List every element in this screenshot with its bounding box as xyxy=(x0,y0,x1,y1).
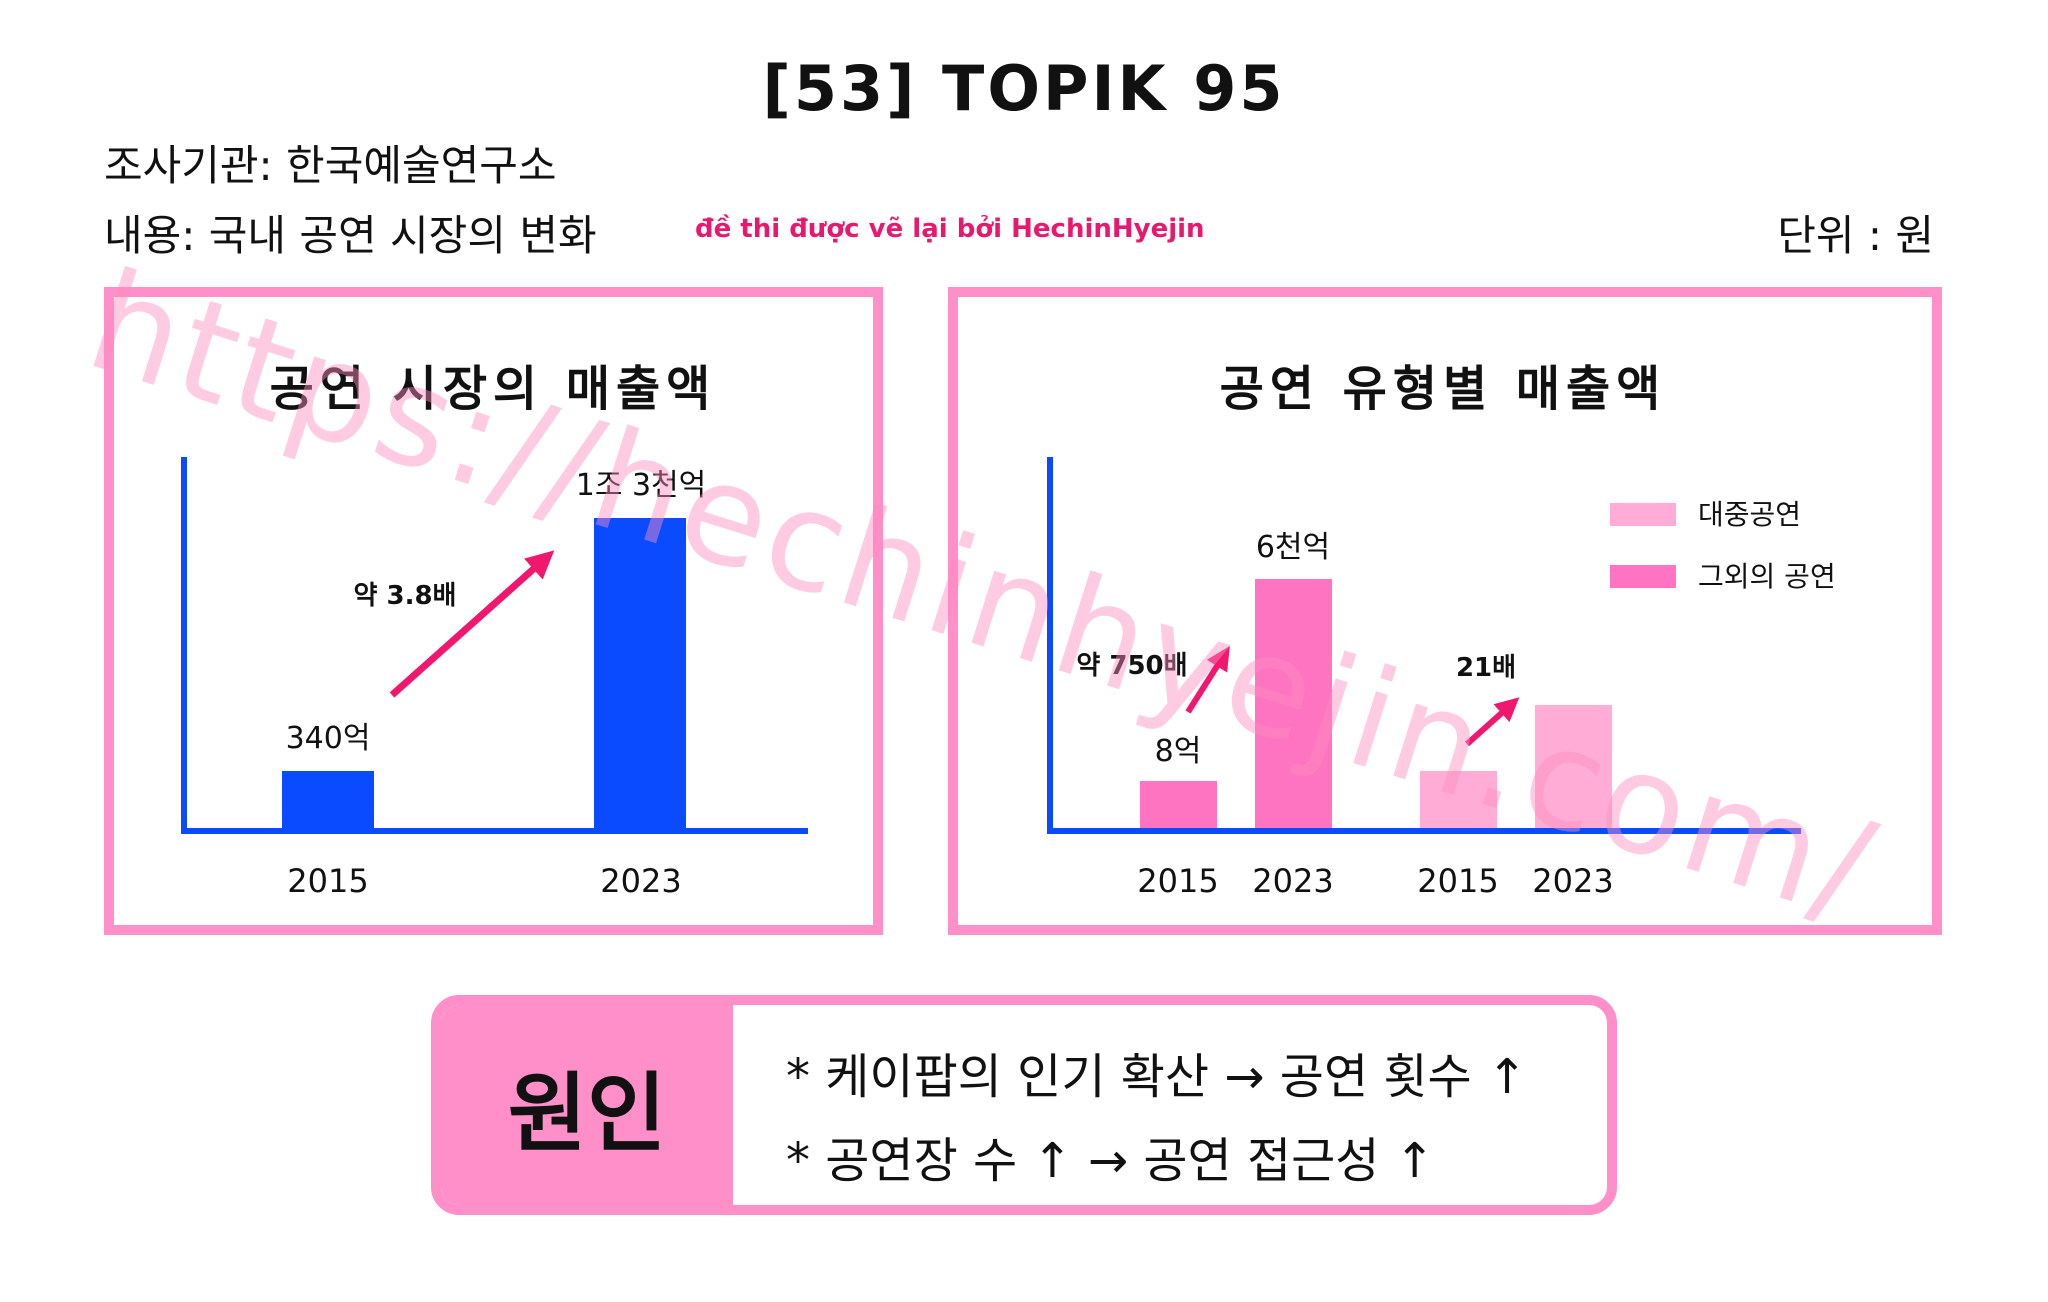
other-growth-arrow xyxy=(1185,645,1230,714)
bar-total-2023 xyxy=(594,518,686,831)
right-tick-other-2015: 2015 xyxy=(1137,862,1218,900)
left-value-label-2023: 1조 3천억 xyxy=(576,468,707,503)
right-chart-title: 공연 유형별 매출액 xyxy=(1220,361,1667,417)
popular-annotation: 21배 xyxy=(1456,653,1516,683)
right-tick-other-2023: 2023 xyxy=(1252,862,1333,900)
bar-popular-2023 xyxy=(1535,705,1612,831)
legend-label-other: 그외의 공연 xyxy=(1698,560,1836,593)
bar-total-2015 xyxy=(282,771,374,831)
right-value-label-other-2015: 8억 xyxy=(1155,734,1202,769)
institution-text: 조사기관: 한국예술연구소 xyxy=(104,141,557,190)
left-chart-title: 공연 시장의 매출액 xyxy=(270,361,717,417)
content-text: 내용: 국내 공연 시장의 변화 xyxy=(104,211,597,260)
legend-swatch-popular xyxy=(1610,503,1676,526)
bar-other-2015 xyxy=(1140,781,1217,831)
credit-text: đề thi được vẽ lại bởi HechinHyejin xyxy=(695,214,1205,244)
bar-popular-2015 xyxy=(1420,771,1497,831)
bar-other-2023 xyxy=(1255,579,1332,831)
right-tick-popular-2023: 2023 xyxy=(1532,862,1613,900)
cause-line-2: * 공연장 수 ↑ → 공연 접근성 ↑ xyxy=(786,1133,1435,1189)
legend-swatch-other xyxy=(1610,565,1676,588)
left-annotation: 약 3.8배 xyxy=(354,581,457,611)
left-tick-2023: 2023 xyxy=(600,862,681,900)
cause-box: 원인 * 케이팝의 인기 확산 → 공연 횟수 ↑ * 공연장 수 ↑ → 공연… xyxy=(431,995,1617,1215)
left-chart-panel xyxy=(104,287,883,935)
left-value-label-2015: 340억 xyxy=(286,721,371,756)
left-tick-2015: 2015 xyxy=(287,862,368,900)
other-annotation: 약 750배 xyxy=(1076,651,1187,681)
cause-line-1: * 케이팝의 인기 확산 → 공연 횟수 ↑ xyxy=(786,1049,1528,1105)
popular-growth-arrow xyxy=(1465,697,1520,747)
legend-label-popular: 대중공연 xyxy=(1698,498,1801,531)
right-chart-panel xyxy=(948,287,1942,935)
right-value-label-other-2023: 6천억 xyxy=(1256,530,1330,565)
page-title: [53] TOPIK 95 xyxy=(762,52,1286,125)
right-tick-popular-2015: 2015 xyxy=(1417,862,1498,900)
unit-text: 단위 : 원 xyxy=(1777,211,1934,260)
left-growth-arrow xyxy=(389,550,555,698)
cause-label: 원인 xyxy=(441,1005,733,1205)
